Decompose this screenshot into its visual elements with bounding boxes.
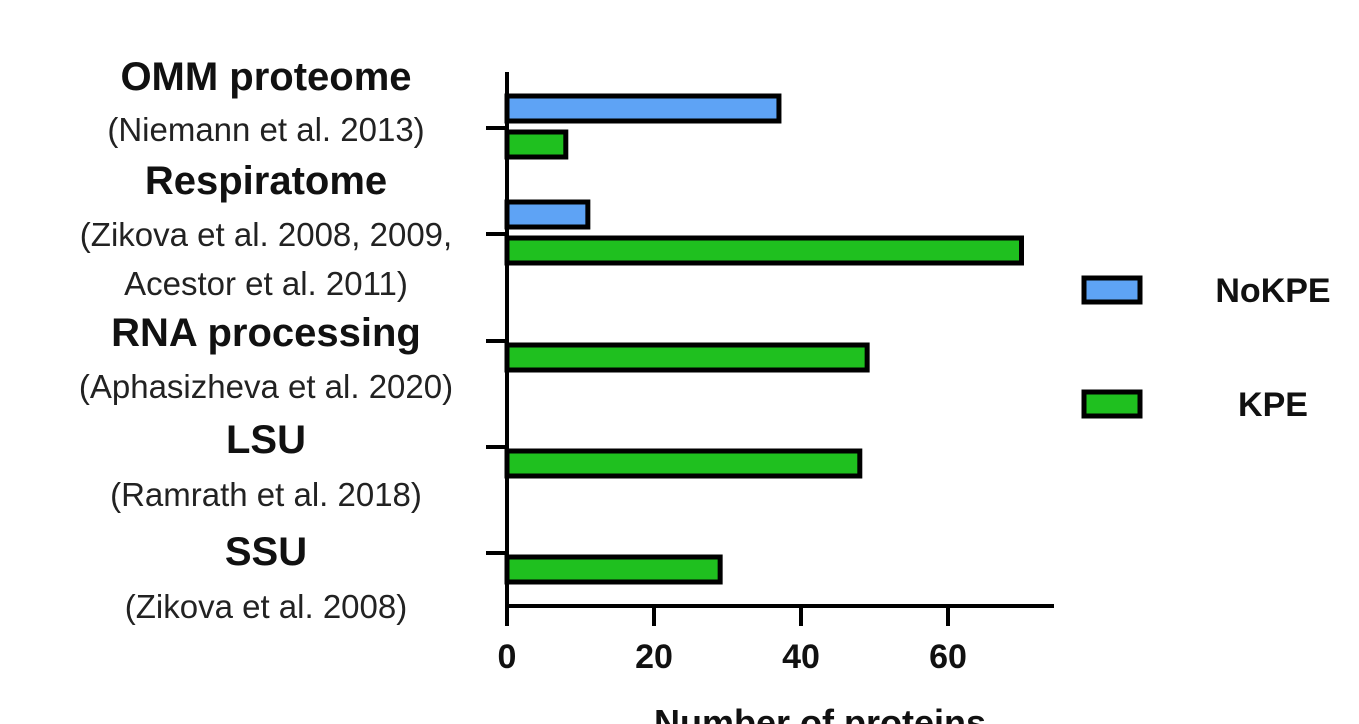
bars-layer [504,93,1024,585]
category-title-3: LSU [226,418,306,462]
x-tick-label-3: 60 [929,638,967,676]
legend-label-kpe: KPE [1238,386,1308,424]
bar-kpe-1 [504,235,1024,266]
legend-label-nokpe: NoKPE [1215,272,1330,310]
category-title-4: SSU [225,530,307,574]
legend-swatch-nokpe [1081,275,1143,305]
bar-nokpe-0 [504,93,782,124]
legend-swatch-kpe [1081,389,1143,419]
category-subtitle-4-0: (Zikova et al. 2008) [125,588,407,625]
category-labels: OMM proteome (Niemann et al. 2013) Respira… [79,55,453,625]
axes-layer [486,72,1054,608]
category-title-2: RNA processing [111,311,421,355]
category-title-1: Respiratome [145,159,387,203]
category-subtitle-0-0: (Niemann et al. 2013) [107,111,424,148]
bar-nokpe-1 [504,199,591,230]
bar-kpe-4 [504,554,723,585]
x-ticks: 0 20 40 60 [498,606,967,676]
legend: NoKPE KPE [1081,272,1331,424]
bar-kpe-0 [504,129,569,160]
x-axis-label: Number of proteins [654,702,986,724]
bar-kpe-3 [504,448,863,479]
category-subtitle-1-0: (Zikova et al. 2008, 2009, [80,216,452,253]
x-tick-label-2: 40 [782,638,820,676]
x-tick-label-0: 0 [498,638,517,676]
category-title-0: OMM proteome [120,55,411,99]
category-subtitle-2-0: (Aphasizheva et al. 2020) [79,368,453,405]
x-tick-label-1: 20 [635,638,673,676]
category-subtitle-3-0: (Ramrath et al. 2018) [110,476,422,513]
category-subtitle-1-1: Acestor et al. 2011) [124,265,408,302]
bar-kpe-2 [504,342,870,373]
